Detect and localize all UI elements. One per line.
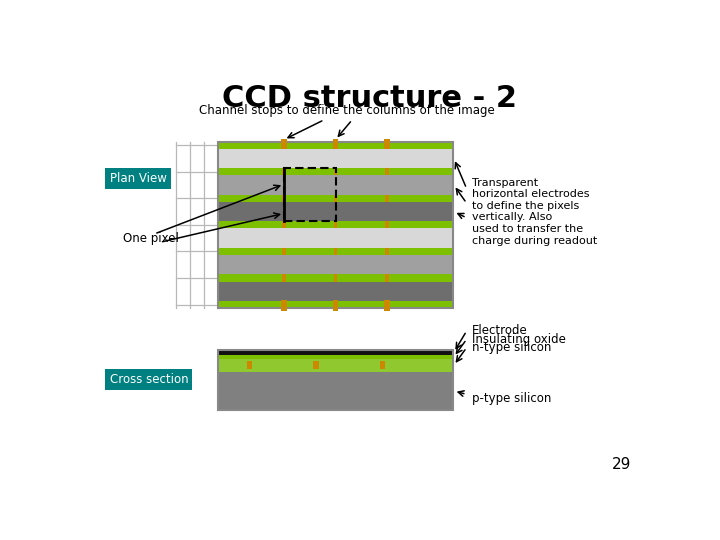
Text: Electrode: Electrode: [472, 325, 528, 338]
Bar: [385, 274, 389, 281]
Bar: [218, 359, 453, 372]
Bar: [284, 168, 336, 221]
Bar: [333, 139, 338, 150]
Bar: [313, 361, 318, 369]
Bar: [218, 349, 453, 410]
Bar: [385, 248, 389, 255]
Text: Insulating oxide: Insulating oxide: [472, 333, 566, 346]
Bar: [384, 139, 390, 150]
Bar: [218, 355, 453, 359]
Bar: [218, 372, 453, 410]
Bar: [333, 300, 338, 311]
Bar: [218, 228, 453, 248]
Bar: [282, 195, 286, 202]
Text: Cross section: Cross section: [109, 373, 188, 386]
Text: n-type silicon: n-type silicon: [472, 341, 552, 354]
Bar: [333, 274, 338, 281]
Bar: [282, 139, 287, 150]
Bar: [385, 221, 389, 228]
Bar: [218, 176, 453, 195]
Bar: [218, 221, 453, 228]
Text: CCD structure - 2: CCD structure - 2: [222, 84, 516, 112]
Text: Channel stops to define the columns of the image: Channel stops to define the columns of t…: [199, 104, 495, 117]
Bar: [218, 281, 453, 301]
Bar: [385, 168, 389, 176]
Bar: [218, 349, 453, 355]
Bar: [218, 248, 453, 255]
Text: p-type silicon: p-type silicon: [472, 392, 552, 405]
Bar: [380, 361, 385, 369]
Bar: [218, 274, 453, 281]
Text: 29: 29: [612, 457, 631, 472]
Bar: [333, 248, 338, 255]
Bar: [333, 168, 338, 176]
Bar: [282, 221, 286, 228]
Bar: [282, 300, 287, 311]
Bar: [218, 141, 453, 308]
Bar: [218, 301, 453, 308]
Bar: [218, 149, 453, 168]
Bar: [282, 248, 286, 255]
Bar: [333, 195, 338, 202]
Bar: [385, 195, 389, 202]
Bar: [246, 361, 251, 369]
Text: Plan View: Plan View: [109, 172, 166, 185]
Bar: [282, 168, 286, 176]
Text: One pixel: One pixel: [124, 232, 179, 245]
Bar: [218, 202, 453, 221]
Bar: [218, 141, 453, 149]
Bar: [333, 221, 338, 228]
Bar: [384, 300, 390, 311]
Bar: [218, 168, 453, 176]
Bar: [218, 255, 453, 274]
Bar: [218, 195, 453, 202]
Bar: [282, 274, 286, 281]
Text: Transparent
horizontal electrodes
to define the pixels
vertically. Also
used to : Transparent horizontal electrodes to def…: [472, 178, 598, 246]
